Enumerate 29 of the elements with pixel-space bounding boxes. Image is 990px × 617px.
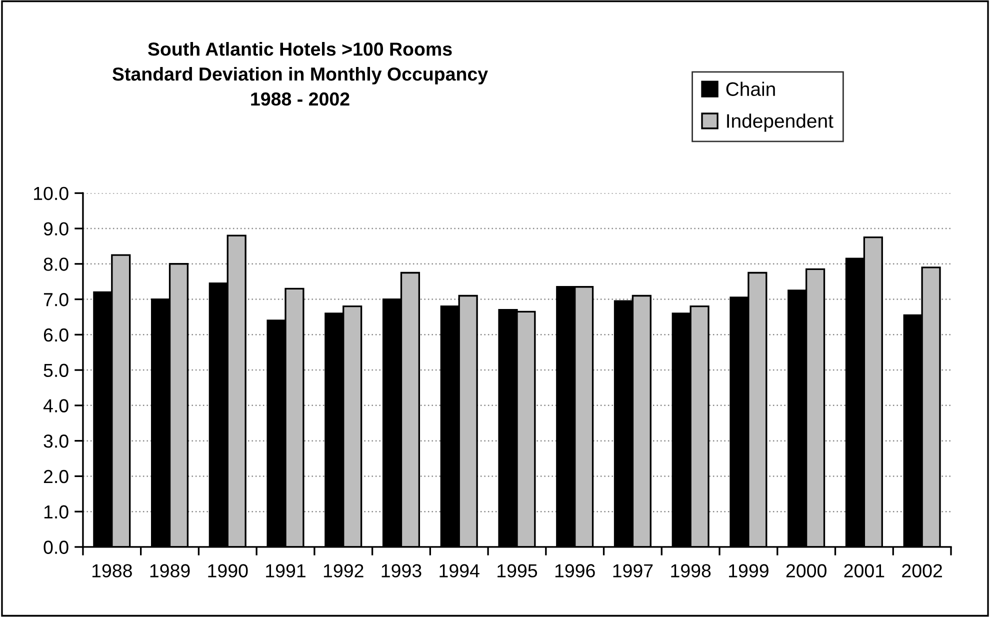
legend-label: Chain [726, 82, 775, 96]
x-tick-label: 1998 [671, 564, 711, 578]
x-tick-label: 1996 [555, 564, 595, 578]
x-tick-label: 1989 [150, 564, 190, 578]
y-tick-label: 6.0 [44, 328, 68, 342]
y-tick-label: 1.0 [44, 505, 68, 519]
legend-label: Independent [727, 114, 834, 132]
chart-title: South Atlantic Hotels >100 Rooms Standard Deviation in Monthly Occupancy 1988 - 2002 [112, 42, 488, 106]
x-tick-label: 1990 [208, 564, 248, 578]
x-tick-label: 1995 [498, 564, 538, 578]
x-tick-label: 1994 [440, 564, 480, 578]
y-tick-label: 3.0 [44, 434, 68, 448]
y-tick-label: 9.0 [44, 222, 68, 236]
x-tick-label: 2002 [902, 564, 942, 578]
x-tick-label: 1993 [382, 564, 422, 578]
x-tick-label: 1991 [266, 564, 306, 578]
x-tick-label: 2000 [786, 564, 826, 578]
x-tick-label: 1988 [92, 564, 132, 578]
x-tick-label: 1999 [729, 564, 768, 578]
x-tick-label: 1992 [324, 564, 364, 578]
y-tick-label: 10.0 [34, 186, 68, 200]
x-tick-label: 2001 [844, 564, 884, 578]
y-tick-label: 8.0 [44, 258, 68, 271]
y-tick-label: 5.0 [44, 364, 68, 378]
y-tick-label: 7.0 [44, 292, 68, 306]
y-tick-label: 2.0 [44, 470, 68, 484]
y-tick-label: 4.0 [43, 399, 68, 412]
x-tick-label: 1997 [613, 564, 653, 578]
y-tick-label: 0.0 [44, 540, 68, 554]
